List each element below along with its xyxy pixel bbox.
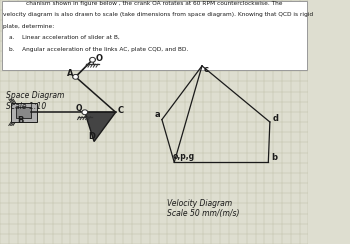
FancyBboxPatch shape xyxy=(1,1,307,70)
Text: c: c xyxy=(204,65,209,74)
Circle shape xyxy=(83,111,86,113)
Text: o,p,g: o,p,g xyxy=(173,152,195,161)
Circle shape xyxy=(90,58,95,62)
Text: a.    Linear acceleration of slider at B,: a. Linear acceleration of slider at B, xyxy=(9,35,120,40)
Text: Space Diagram
Scale 1:10: Space Diagram Scale 1:10 xyxy=(6,92,64,111)
Circle shape xyxy=(74,76,77,78)
Text: Q: Q xyxy=(76,104,82,113)
Text: b.    Angular acceleration of the links AC, plate CQD, and BD.: b. Angular acceleration of the links AC,… xyxy=(9,47,189,51)
Text: A: A xyxy=(67,69,73,78)
Text: d: d xyxy=(272,114,278,123)
Bar xyxy=(16,107,31,118)
Text: D: D xyxy=(89,132,96,141)
Text: O: O xyxy=(96,54,103,63)
Text: a: a xyxy=(154,110,160,119)
Circle shape xyxy=(73,75,78,79)
Text: chanism shown in figure below , the crank OA rotates at 60 RPM counterclockwise.: chanism shown in figure below , the cran… xyxy=(26,1,282,6)
Text: Velocity Diagram
Scale 50 mm/(m/s): Velocity Diagram Scale 50 mm/(m/s) xyxy=(167,199,239,218)
Text: B: B xyxy=(18,116,24,125)
Circle shape xyxy=(82,110,88,114)
Text: b: b xyxy=(271,153,277,162)
Polygon shape xyxy=(85,112,116,142)
Bar xyxy=(11,103,37,122)
Text: C: C xyxy=(118,106,124,115)
Text: plate, determine:: plate, determine: xyxy=(3,24,54,29)
Text: velocity diagram is also drawn to scale (take dimensions from space diagram). Kn: velocity diagram is also drawn to scale … xyxy=(3,12,313,17)
Circle shape xyxy=(91,59,94,61)
